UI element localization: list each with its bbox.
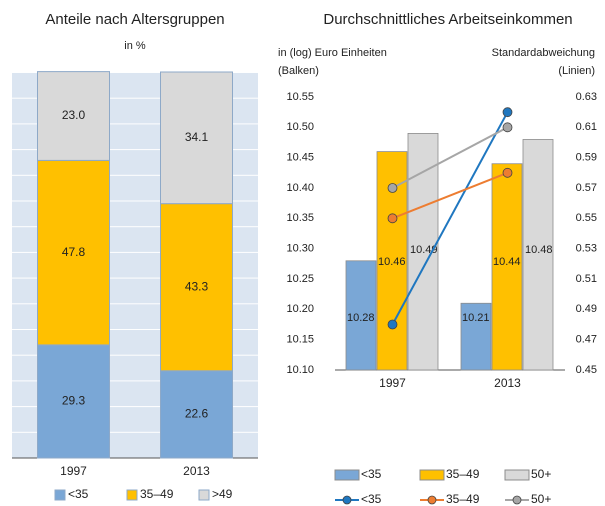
bar <box>345 260 377 371</box>
y2-tick-label: 0.49 <box>576 303 597 315</box>
bar <box>522 139 554 371</box>
y2-tick-label: 0.61 <box>576 121 597 133</box>
line <box>392 171 508 220</box>
legend-label: 50+ <box>531 467 551 481</box>
line-point <box>502 167 513 178</box>
legend-swatch <box>54 489 66 501</box>
line-point <box>387 213 398 224</box>
y-tick-label: 10.20 <box>286 303 314 315</box>
legend-label: 35–49 <box>446 467 480 481</box>
y2-tick-label: 0.45 <box>576 364 597 376</box>
legend-swatch <box>419 469 445 481</box>
bar-segment <box>37 159 110 346</box>
data-label: 47.8 <box>62 245 86 259</box>
line <box>391 111 509 325</box>
legend-marker <box>512 495 522 505</box>
y-tick-label: 10.40 <box>286 182 314 194</box>
line <box>392 126 508 189</box>
y2-tick-label: 0.53 <box>576 243 597 255</box>
y2-tick-label: 0.55 <box>576 212 597 224</box>
bar <box>460 302 492 371</box>
legend-label: <35 <box>361 467 382 481</box>
chart-subtitle: in % <box>124 40 146 52</box>
y2-tick-label: 0.57 <box>576 182 597 194</box>
data-label: 10.48 <box>525 244 553 256</box>
legend-swatch <box>334 469 360 481</box>
data-label: 23.0 <box>62 108 86 122</box>
y-tick-label: 10.15 <box>286 334 314 346</box>
legend-label: 50+ <box>531 492 551 506</box>
y-tick-label: 10.45 <box>286 152 314 164</box>
chart-title: Durchschnittliches Arbeitseinkommen <box>323 11 572 28</box>
y-tick-label: 10.25 <box>286 273 314 285</box>
legend-marker <box>342 495 352 505</box>
bar-segment <box>37 71 110 161</box>
y-tick-label: 10.35 <box>286 212 314 224</box>
y-axis-label: in (log) Euro Einheiten <box>278 47 387 59</box>
y2-tick-label: 0.51 <box>576 273 597 285</box>
legend-label: 35–49 <box>446 492 480 506</box>
y2-tick-label: 0.47 <box>576 334 597 346</box>
line-point <box>387 183 398 193</box>
line-point <box>502 122 513 133</box>
legend-swatch <box>198 489 210 501</box>
legend-label: <35 <box>361 492 382 506</box>
y-tick-label: 10.50 <box>286 121 314 133</box>
y-tick-label: 10.10 <box>286 364 314 376</box>
y2-axis-label: (Linien) <box>558 65 595 77</box>
legend-label: <35 <box>68 487 89 501</box>
legend-swatch <box>504 469 530 481</box>
data-label: 43.3 <box>185 279 209 293</box>
x-tick-label: 1997 <box>379 376 406 390</box>
data-label: 29.3 <box>62 394 86 408</box>
legend-label: 35–49 <box>140 487 174 501</box>
bar-segment <box>160 71 233 205</box>
data-label: 10.21 <box>462 312 490 324</box>
data-label: 10.28 <box>347 312 375 324</box>
bar <box>491 163 523 371</box>
data-label: 10.44 <box>493 256 521 268</box>
data-label: 34.1 <box>185 130 209 144</box>
legend-label: >49 <box>212 487 233 501</box>
y2-tick-label: 0.59 <box>576 152 597 164</box>
x-tick-label: 2013 <box>494 376 521 390</box>
line-point <box>502 107 513 118</box>
chart-title: Anteile nach Altersgruppen <box>45 11 224 28</box>
y-tick-label: 10.30 <box>286 243 314 255</box>
x-tick-label: 1997 <box>60 464 87 478</box>
y-axis-label: (Balken) <box>278 65 319 77</box>
data-label: 10.46 <box>378 256 406 268</box>
data-label: 22.6 <box>185 407 209 421</box>
legend-marker <box>427 495 437 505</box>
bar-segment <box>37 344 110 459</box>
y2-axis-label: Standardabweichung <box>492 47 595 59</box>
y2-tick-label: 0.63 <box>576 91 597 103</box>
legend-swatch <box>126 489 138 501</box>
x-tick-label: 2013 <box>183 464 210 478</box>
line-point <box>387 319 398 330</box>
y-tick-label: 10.55 <box>286 91 314 103</box>
